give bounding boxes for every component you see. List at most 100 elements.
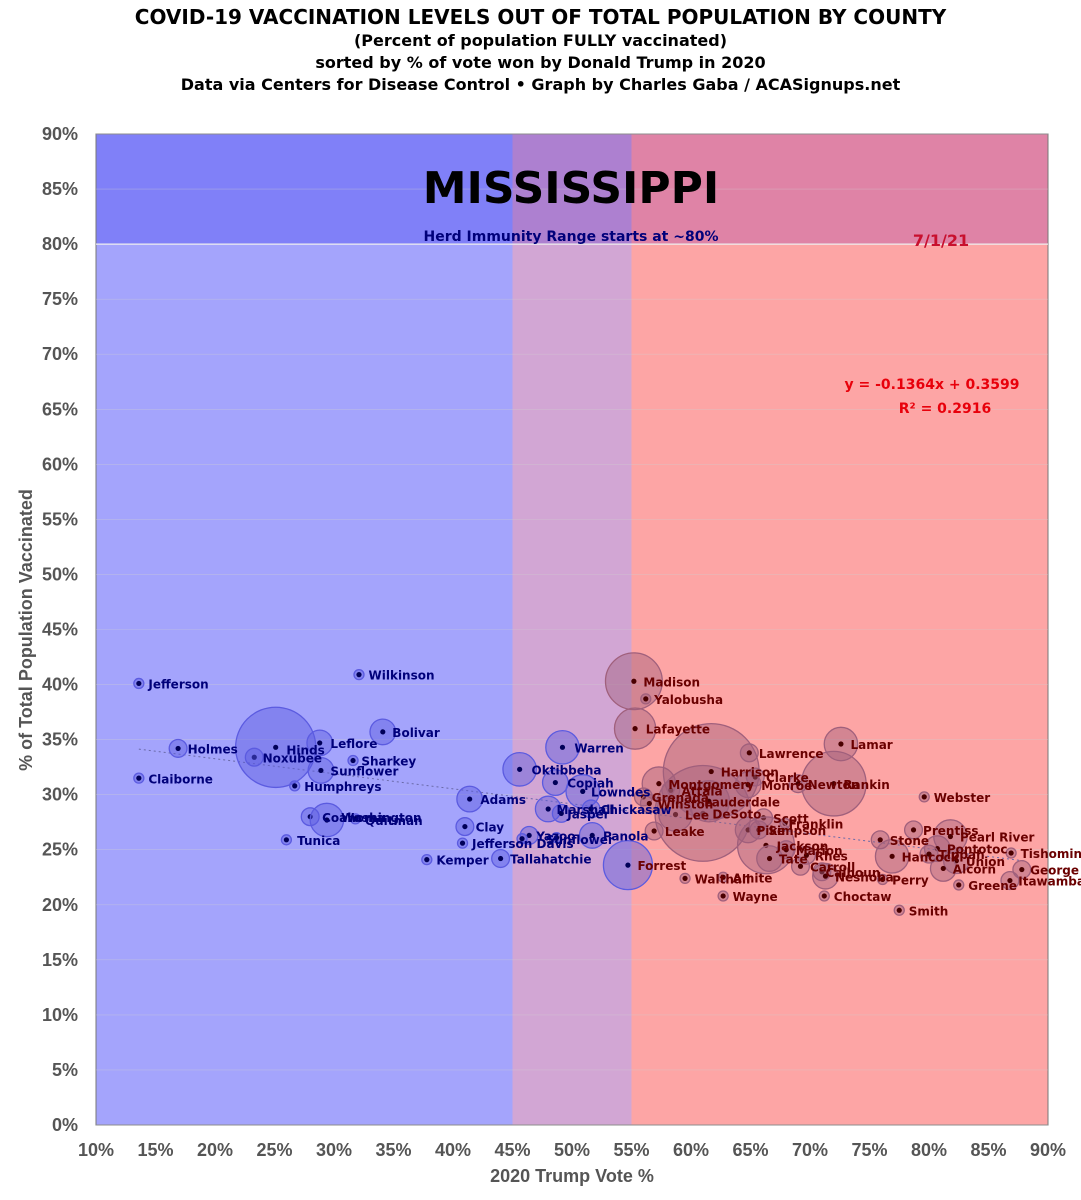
county-label: Copiah <box>567 777 613 791</box>
county-label: Montgomery <box>668 778 754 792</box>
county-point <box>136 775 142 781</box>
county-label: Lowndes <box>591 785 650 799</box>
county-label: Pike <box>756 824 785 838</box>
data-date: 7/1/21 <box>913 231 969 250</box>
trendline-r-squared: R² = 0.2916 <box>899 401 991 417</box>
county-point <box>682 875 688 881</box>
county-label: DeSoto <box>712 807 761 821</box>
county-point <box>559 744 566 750</box>
county-label: Madison <box>643 675 700 689</box>
county-point <box>706 798 712 804</box>
county-label: Jefferson Davis <box>471 837 574 851</box>
county-point <box>896 907 902 913</box>
x-tick-label: 10% <box>78 1140 114 1160</box>
county-point <box>317 740 323 746</box>
county-point <box>136 680 142 687</box>
county-point <box>940 865 946 872</box>
county-label: Holmes <box>188 743 238 757</box>
y-tick-label: 35% <box>42 730 78 750</box>
trendline-group <box>138 748 1025 862</box>
county-bubbles <box>133 652 1032 916</box>
y-axis-ticks: 0% 5% 10% 15% 20% 25% 30% 35% 40% 45% 50% 55% 60% 65%… <box>42 124 78 1135</box>
county-label: Alcorn <box>953 863 996 877</box>
county-label: Prentiss <box>923 824 979 838</box>
y-tick-label: 50% <box>42 564 78 584</box>
county-point <box>175 745 181 752</box>
county-label: Forrest <box>637 859 686 873</box>
county-point <box>797 863 804 869</box>
county-point <box>838 741 844 747</box>
county-label: Monroe <box>761 779 812 793</box>
county-label: Rankin <box>843 778 890 792</box>
county-label: Panola <box>603 830 649 844</box>
county-point <box>831 781 837 787</box>
county-label: Pearl River <box>960 831 1035 845</box>
county-point <box>553 835 560 841</box>
county-label: Pontotoc <box>947 843 1008 857</box>
county-point <box>795 781 801 787</box>
county-label: Walthall <box>695 872 751 886</box>
county-point <box>545 806 551 812</box>
county-label: Clay <box>476 821 505 835</box>
county-label: Choctaw <box>834 890 892 904</box>
county-label: Grenada <box>652 791 709 805</box>
y-tick-label: 0% <box>52 1115 78 1135</box>
x-tick-label: 60% <box>673 1140 709 1160</box>
county-point <box>1007 877 1013 884</box>
chart-subtitle-1: (Percent of population FULLY vaccinated) <box>353 31 727 50</box>
county-point <box>462 823 468 830</box>
x-tick-label: 35% <box>375 1140 411 1160</box>
county-point <box>656 781 662 787</box>
county-label: Newton <box>808 778 860 792</box>
county-label: Wilkinson <box>369 669 435 683</box>
county-label: Rhes <box>815 849 848 863</box>
county-label: Itawamba <box>1018 875 1081 889</box>
gridlines <box>96 133 1048 1126</box>
county-label: Webster <box>934 791 991 805</box>
county-point <box>625 862 631 868</box>
herd-immunity-note: Herd Immunity Range starts at ~80% <box>424 229 719 245</box>
county-point <box>519 836 525 842</box>
chart-subtitle-2: sorted by % of vote won by Donald Trump … <box>315 53 766 72</box>
chart-subtitle-3: Data via Centers for Disease Control • G… <box>180 75 901 94</box>
county-label: Washington <box>341 811 421 825</box>
county-label: Noxubee <box>263 751 322 765</box>
county-label: Perry <box>892 874 929 888</box>
county-label: Humphreys <box>304 780 381 794</box>
x-tick-label: 40% <box>435 1140 471 1160</box>
county-label: Lee <box>685 809 709 823</box>
county-point <box>643 696 649 702</box>
state-name: MISSISSIPPI <box>423 163 720 214</box>
county-label: Tunica <box>297 834 340 848</box>
county-point <box>956 882 962 888</box>
county-point <box>947 833 954 840</box>
county-point <box>589 832 595 839</box>
county-label: Yazoo <box>535 830 575 844</box>
county-label: Sharkey <box>361 755 416 769</box>
county-point <box>934 846 940 852</box>
y-tick-label: 10% <box>42 1005 78 1025</box>
x-tick-label: 75% <box>851 1140 887 1160</box>
county-point <box>292 783 298 789</box>
county-point <box>720 893 726 899</box>
county-point <box>273 744 279 750</box>
county-label: Adams <box>480 793 526 807</box>
y-tick-label: 70% <box>42 344 78 364</box>
county-label: Lamar <box>850 738 892 752</box>
county-point <box>889 853 895 859</box>
county-point <box>821 893 827 899</box>
county-label: Tate <box>779 853 808 867</box>
county-label: Simpson <box>768 824 826 838</box>
x-axis-ticks: 10% 15% 20% 25% 30% 35% 40% 45% 50% 55% 60% 65% 70% 7… <box>78 1140 1066 1160</box>
x-tick-label: 45% <box>494 1140 530 1160</box>
county-label: Tallahatchie <box>510 853 591 867</box>
county-point <box>803 852 810 858</box>
county-label: Coahoma <box>322 811 385 825</box>
y-tick-label: 55% <box>42 509 78 529</box>
county-label: Lauderdale <box>704 795 780 809</box>
county-point <box>783 847 789 853</box>
county-label: Yalobusha <box>653 693 723 707</box>
county-point <box>580 788 586 794</box>
county-point <box>318 767 324 774</box>
county-label: Marion <box>796 844 843 858</box>
